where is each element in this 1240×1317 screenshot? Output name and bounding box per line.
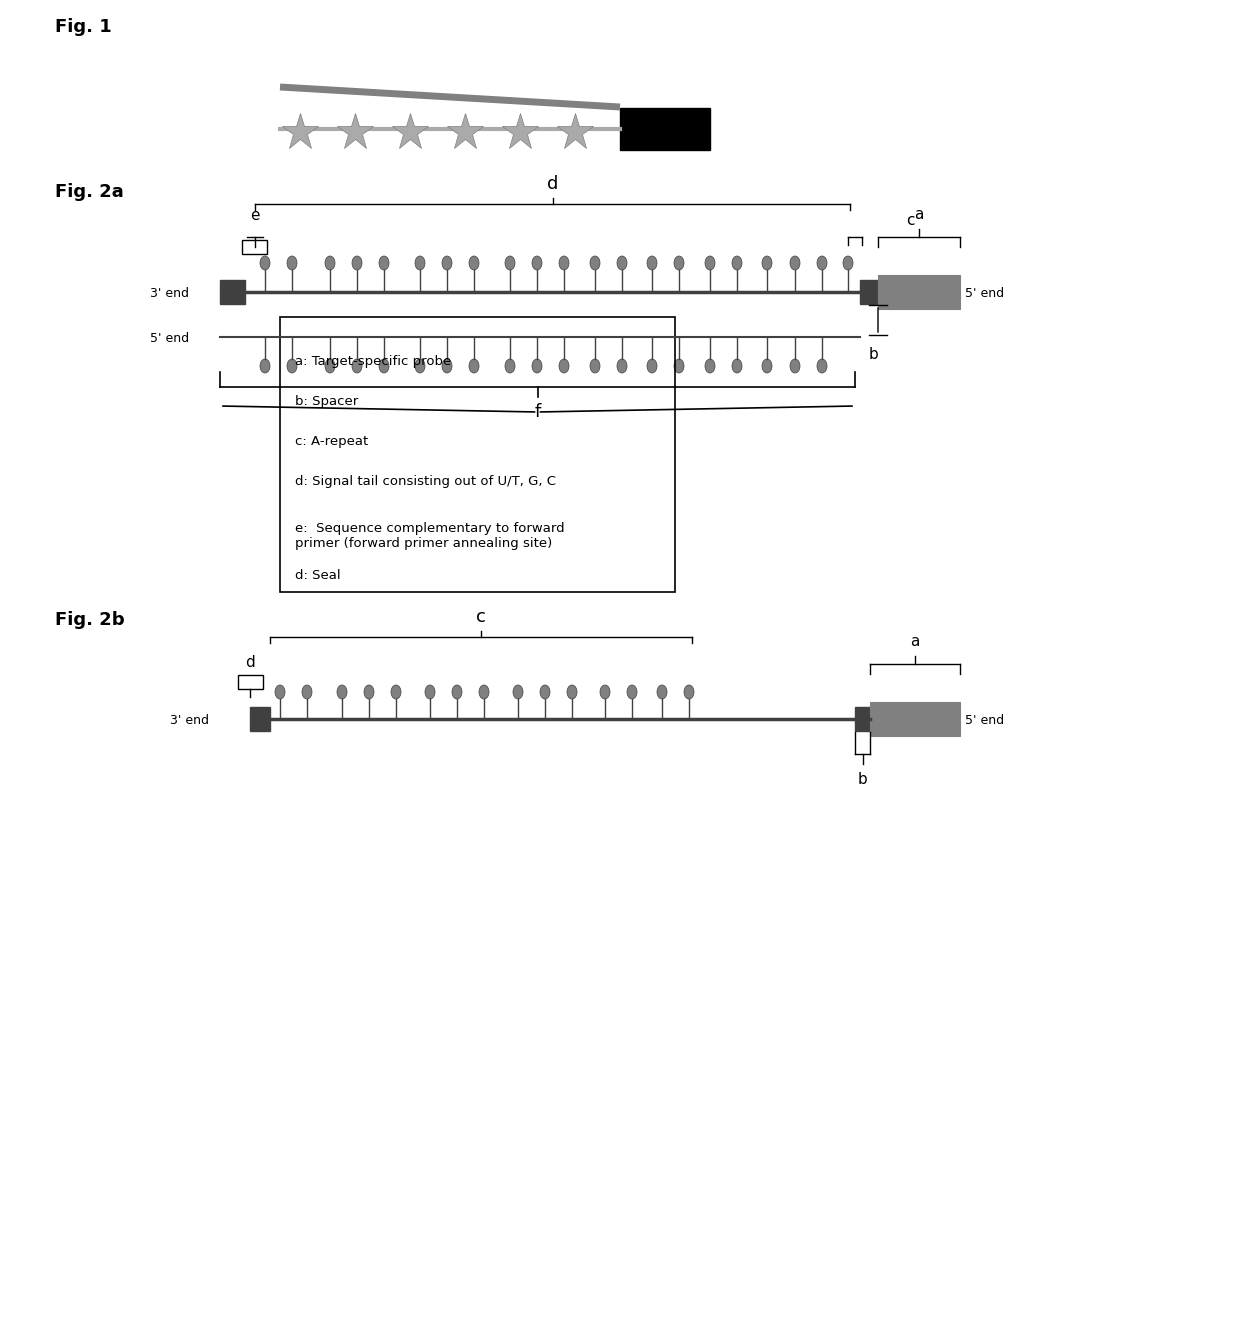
Text: Fig. 2b: Fig. 2b <box>55 611 125 630</box>
Ellipse shape <box>559 255 569 270</box>
Ellipse shape <box>379 255 389 270</box>
Ellipse shape <box>469 255 479 270</box>
Ellipse shape <box>657 685 667 699</box>
Ellipse shape <box>590 360 600 373</box>
Text: 3' end: 3' end <box>150 287 188 300</box>
Ellipse shape <box>559 360 569 373</box>
Ellipse shape <box>441 360 453 373</box>
Ellipse shape <box>453 685 463 699</box>
Ellipse shape <box>441 255 453 270</box>
Ellipse shape <box>567 685 577 699</box>
Text: b: b <box>869 346 879 362</box>
Ellipse shape <box>675 255 684 270</box>
Ellipse shape <box>706 255 715 270</box>
Ellipse shape <box>763 360 773 373</box>
Text: d: Seal: d: Seal <box>295 569 341 582</box>
Ellipse shape <box>352 360 362 373</box>
Ellipse shape <box>260 360 270 373</box>
Ellipse shape <box>415 360 425 373</box>
Ellipse shape <box>337 685 347 699</box>
Ellipse shape <box>303 685 312 699</box>
Ellipse shape <box>325 255 335 270</box>
Ellipse shape <box>790 360 800 373</box>
Text: c: A-repeat: c: A-repeat <box>295 435 368 448</box>
Bar <box>242 240 267 254</box>
Bar <box>856 707 870 731</box>
Text: 5' end: 5' end <box>965 714 1004 727</box>
Text: b: Spacer: b: Spacer <box>295 395 358 408</box>
Text: b: b <box>858 772 867 788</box>
Ellipse shape <box>379 360 389 373</box>
Ellipse shape <box>675 360 684 373</box>
Ellipse shape <box>843 255 853 270</box>
Ellipse shape <box>352 255 362 270</box>
Ellipse shape <box>647 255 657 270</box>
Text: a: Target-specific probe: a: Target-specific probe <box>295 356 451 367</box>
Ellipse shape <box>618 360 627 373</box>
Text: 5' end: 5' end <box>150 332 190 345</box>
Text: Fig. 2a: Fig. 2a <box>55 183 124 202</box>
Ellipse shape <box>706 360 715 373</box>
Text: c: c <box>905 213 914 228</box>
Ellipse shape <box>505 360 515 373</box>
Ellipse shape <box>590 255 600 270</box>
Ellipse shape <box>325 360 335 373</box>
Text: e:  Sequence complementary to forward
primer (forward primer annealing site): e: Sequence complementary to forward pri… <box>295 522 564 551</box>
Ellipse shape <box>365 685 374 699</box>
Ellipse shape <box>532 360 542 373</box>
Ellipse shape <box>286 360 298 373</box>
Ellipse shape <box>684 685 694 699</box>
Bar <box>878 275 960 309</box>
Ellipse shape <box>732 360 742 373</box>
Ellipse shape <box>286 255 298 270</box>
Ellipse shape <box>618 255 627 270</box>
Bar <box>620 108 711 150</box>
Ellipse shape <box>817 255 827 270</box>
Text: d: d <box>246 655 255 670</box>
Ellipse shape <box>469 360 479 373</box>
Ellipse shape <box>627 685 637 699</box>
Ellipse shape <box>600 685 610 699</box>
Ellipse shape <box>275 685 285 699</box>
Ellipse shape <box>479 685 489 699</box>
Ellipse shape <box>260 255 270 270</box>
Bar <box>861 281 878 304</box>
Ellipse shape <box>505 255 515 270</box>
Bar <box>250 707 270 731</box>
Text: c: c <box>476 608 486 626</box>
Ellipse shape <box>425 685 435 699</box>
Ellipse shape <box>790 255 800 270</box>
Ellipse shape <box>415 255 425 270</box>
Ellipse shape <box>817 360 827 373</box>
Ellipse shape <box>732 255 742 270</box>
Text: 3' end: 3' end <box>170 714 210 727</box>
Text: 5' end: 5' end <box>965 287 1004 300</box>
Text: a: a <box>910 633 920 649</box>
Ellipse shape <box>647 360 657 373</box>
Ellipse shape <box>391 685 401 699</box>
Ellipse shape <box>539 685 551 699</box>
Text: a: a <box>914 207 924 223</box>
Text: f: f <box>534 403 541 421</box>
Text: e: e <box>250 208 259 223</box>
Bar <box>238 676 263 689</box>
Text: d: Signal tail consisting out of U/T, G, C: d: Signal tail consisting out of U/T, G,… <box>295 475 556 489</box>
Ellipse shape <box>763 255 773 270</box>
Text: Fig. 1: Fig. 1 <box>55 18 112 36</box>
Bar <box>870 702 960 736</box>
Bar <box>219 281 246 304</box>
Bar <box>280 317 675 593</box>
Ellipse shape <box>513 685 523 699</box>
Ellipse shape <box>532 255 542 270</box>
Text: d: d <box>547 175 558 194</box>
